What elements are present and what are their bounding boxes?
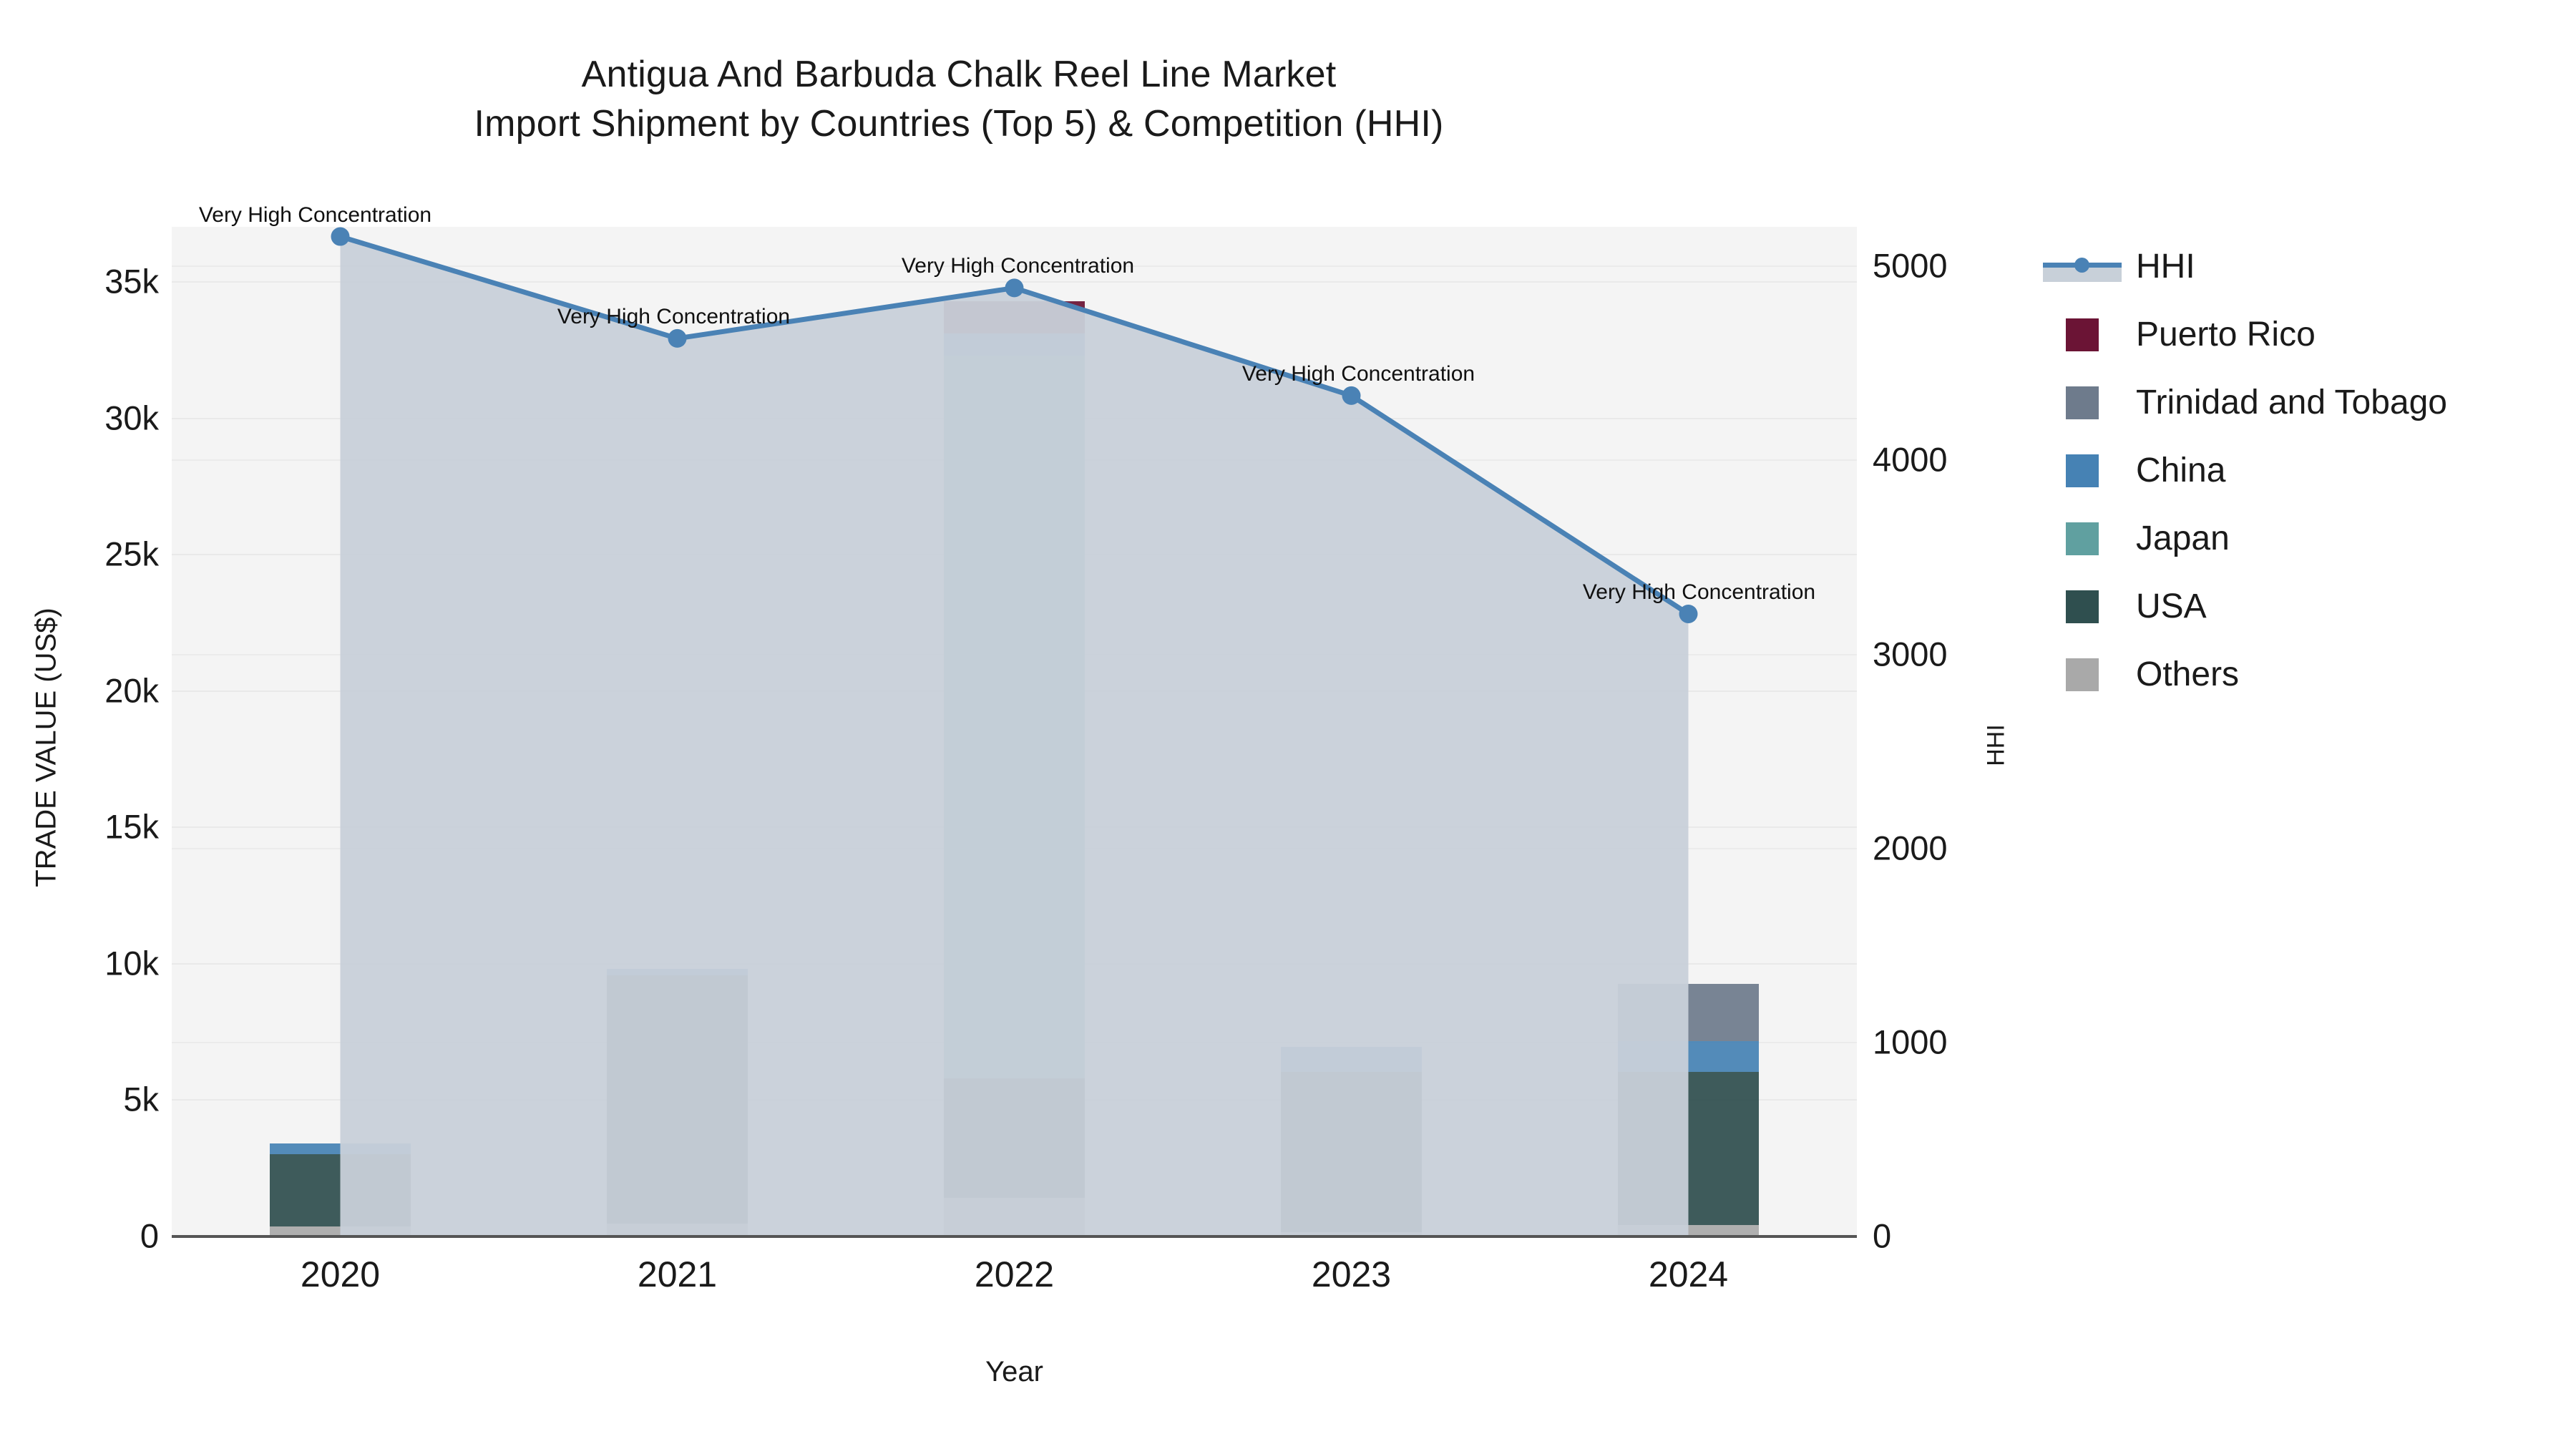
x-tick-2024: 2024 — [1648, 1254, 1729, 1294]
legend-item-hhi[interactable]: HHI — [2043, 233, 2544, 301]
y-tick-right: 2000 — [1873, 829, 1948, 867]
x-tick-2021: 2021 — [637, 1254, 718, 1294]
bar-segment[interactable] — [1617, 1072, 1760, 1225]
y-tick-right: 3000 — [1873, 635, 1948, 673]
hhi-annotation: Very High Concentration — [557, 304, 791, 328]
bar-group[interactable] — [269, 227, 411, 1236]
x-axis-title: Year — [985, 1356, 1043, 1387]
hhi-annotation: Very High Concentration — [901, 254, 1135, 278]
hhi-annotation: Very High Concentration — [198, 203, 432, 227]
y-axis-right-title: HHI — [1982, 724, 2010, 766]
legend-swatch-icon — [2066, 454, 2099, 487]
y-tick-left: 25k — [104, 535, 159, 573]
y-axis-left-ticks: 0 5k 10k 15k 20k 25k 30k 35k — [0, 0, 159, 1449]
legend-label: HHI — [2136, 248, 2195, 286]
legend: HHI Puerto Rico Trinidad and Tobago China Ja… — [2043, 233, 2544, 708]
x-tick-2020: 2020 — [300, 1254, 381, 1294]
legend-swatch-icon — [2066, 522, 2099, 555]
plot-area: Very High Concentration Very High Concent… — [172, 203, 1857, 1236]
y-tick-left: 35k — [104, 262, 159, 301]
legend-item-usa[interactable]: USA — [2043, 572, 2544, 640]
bar-segment[interactable] — [606, 975, 748, 1224]
y-tick-right: 1000 — [1873, 1023, 1948, 1061]
y-tick-right: 0 — [1873, 1216, 1892, 1255]
legend-label: USA — [2136, 587, 2207, 625]
legend-item-puerto-rico[interactable]: Puerto Rico — [2043, 301, 2544, 369]
legend-swatch-icon — [2066, 318, 2099, 351]
bar-segment[interactable] — [943, 1078, 1085, 1199]
y-axis-right-ticks: 0 1000 2000 3000 4000 5000 — [1873, 0, 2051, 1449]
bar-segment[interactable] — [1617, 983, 1760, 1041]
legend-label: Japan — [2136, 519, 2230, 557]
bar-segment[interactable] — [606, 968, 748, 976]
y-tick-left: 30k — [104, 399, 159, 437]
chart-title: Antigua And Barbuda Chalk Reel Line Mark… — [0, 50, 1918, 148]
y-tick-left: 5k — [123, 1080, 159, 1118]
bar-segment[interactable] — [1617, 1040, 1760, 1073]
legend-label: Trinidad and Tobago — [2136, 384, 2447, 421]
chart-title-line-1: Antigua And Barbuda Chalk Reel Line Mark… — [581, 54, 1337, 95]
legend-swatch-icon — [2066, 590, 2099, 623]
y-tick-left: 20k — [104, 671, 159, 710]
bar-segment[interactable] — [943, 1198, 1085, 1236]
legend-label: Puerto Rico — [2136, 316, 2316, 353]
bar-segment[interactable] — [943, 301, 1085, 334]
legend-item-japan[interactable]: Japan — [2043, 504, 2544, 572]
legend-swatch-icon — [2066, 658, 2099, 691]
hhi-annotation: Very High Concentration — [1582, 580, 1816, 604]
legend-label: Others — [2136, 655, 2240, 693]
bar-segment[interactable] — [943, 355, 1085, 1078]
legend-marker-dot — [2074, 257, 2089, 273]
bar-segment[interactable] — [269, 1153, 411, 1226]
y-tick-right: 5000 — [1873, 246, 1948, 285]
legend-item-china[interactable]: China — [2043, 436, 2544, 504]
legend-item-trinidad-and-tobago[interactable]: Trinidad and Tobago — [2043, 369, 2544, 436]
bar-segment[interactable] — [269, 1226, 411, 1236]
x-tick-2022: 2022 — [974, 1254, 1055, 1294]
legend-area-band — [2043, 265, 2122, 282]
y-axis-left-title: TRADE VALUE (US$) — [30, 608, 62, 887]
bar-group[interactable] — [943, 227, 1085, 1236]
chart-title-line-2: Import Shipment by Countries (Top 5) & C… — [474, 102, 1444, 145]
bar-group[interactable] — [606, 227, 748, 1236]
bar-segment[interactable] — [1280, 1047, 1423, 1072]
legend-swatch-icon — [2066, 386, 2099, 419]
bar-group[interactable] — [1617, 227, 1760, 1236]
legend-line-icon — [2043, 250, 2122, 283]
legend-label: China — [2136, 452, 2226, 489]
bar-segment[interactable] — [1617, 1224, 1760, 1236]
x-tick-2023: 2023 — [1311, 1254, 1392, 1294]
bar-segment[interactable] — [269, 1143, 411, 1154]
bar-segment[interactable] — [943, 333, 1085, 356]
y-tick-left: 10k — [104, 944, 159, 982]
hhi-annotation: Very High Concentration — [1241, 361, 1475, 386]
legend-item-others[interactable]: Others — [2043, 640, 2544, 708]
x-axis-line — [172, 1235, 1857, 1238]
y-tick-left: 15k — [104, 807, 159, 846]
bar-segment[interactable] — [606, 1223, 748, 1236]
y-tick-right: 4000 — [1873, 440, 1948, 479]
y-tick-left: 0 — [140, 1216, 159, 1255]
bar-segment[interactable] — [1280, 1071, 1423, 1233]
